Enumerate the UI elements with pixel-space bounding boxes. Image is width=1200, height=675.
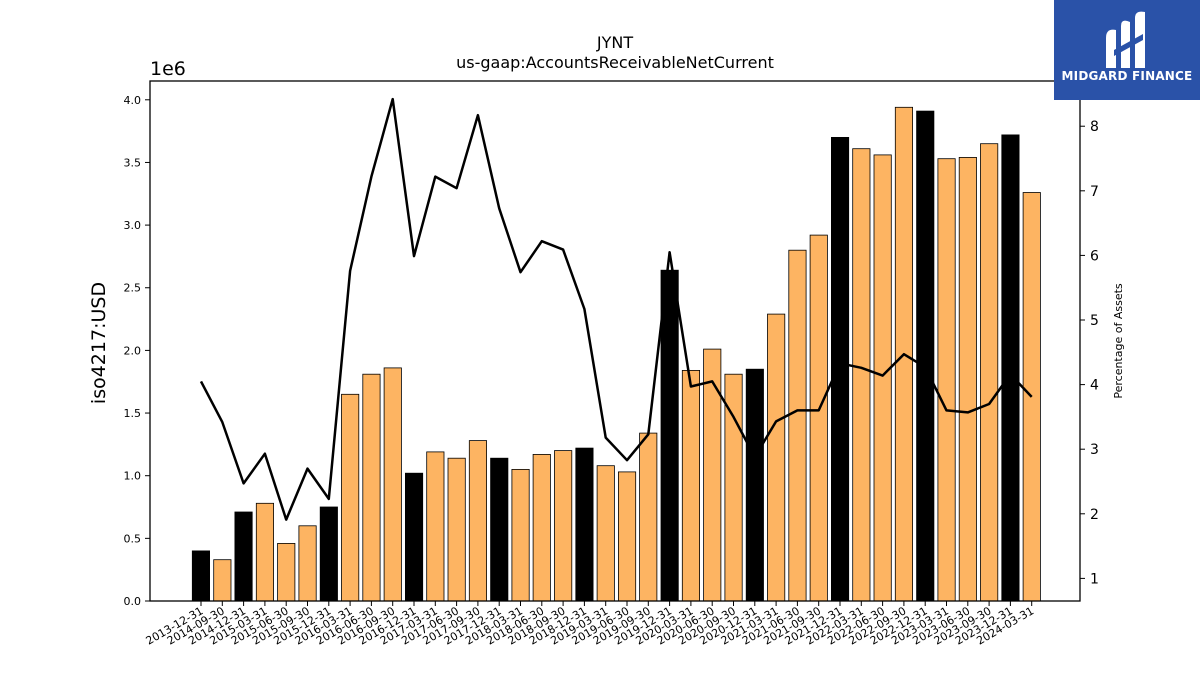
y2-axis-label: Percentage of Assets <box>1112 283 1125 399</box>
bar <box>468 440 487 602</box>
bar <box>809 234 828 602</box>
bars <box>191 106 1041 602</box>
bar <box>937 158 956 602</box>
y-offset-text: 1e6 <box>150 58 186 80</box>
bar <box>277 543 296 602</box>
axes: 0.00.51.01.52.02.53.03.54.0123456782013-… <box>124 80 1099 648</box>
brand-logo: MIDGARD FINANCE <box>1054 0 1200 100</box>
bar <box>1001 134 1020 602</box>
bar <box>703 348 722 602</box>
bar <box>298 525 317 602</box>
bar <box>831 136 850 602</box>
bar <box>618 471 637 602</box>
y-tick-label: 2.5 <box>124 282 142 295</box>
bar <box>490 457 509 602</box>
y2-tick-label: 3 <box>1090 442 1099 458</box>
y-axis-label: iso4217:USD <box>88 282 110 404</box>
bar <box>532 453 551 602</box>
bar <box>660 269 679 602</box>
bar <box>447 457 466 602</box>
bar <box>575 447 594 602</box>
bar <box>958 156 977 602</box>
bar <box>341 393 360 602</box>
bar <box>404 472 424 602</box>
midgard-logo-icon <box>1106 11 1145 69</box>
bar <box>426 451 445 602</box>
y2-tick-label: 1 <box>1090 571 1099 587</box>
y2-tick-label: 5 <box>1090 313 1099 329</box>
y-tick-label: 2.0 <box>124 344 142 357</box>
bar <box>916 110 935 602</box>
bar <box>745 368 764 602</box>
bar <box>596 465 615 602</box>
y-tick-label: 1.0 <box>124 470 142 483</box>
y-tick-label: 1.5 <box>124 407 142 420</box>
bar <box>681 369 700 602</box>
y2-tick-label: 2 <box>1090 507 1099 523</box>
bar <box>362 373 381 602</box>
bar <box>234 511 253 602</box>
bar <box>852 148 871 602</box>
bar <box>788 249 807 602</box>
bar <box>319 506 338 602</box>
bar <box>767 313 786 602</box>
bar <box>213 559 232 602</box>
bar <box>873 154 892 602</box>
plot-frame <box>149 80 1081 602</box>
y-tick-label: 4.0 <box>124 94 142 107</box>
bar <box>191 550 211 602</box>
y2-tick-label: 4 <box>1090 378 1099 394</box>
y-tick-label: 3.5 <box>124 156 142 169</box>
y-tick-label: 0.0 <box>124 595 142 608</box>
line-group <box>199 97 1033 521</box>
bar <box>255 502 274 602</box>
bar <box>383 367 402 602</box>
bar <box>554 450 573 602</box>
percentage-line <box>199 97 1033 521</box>
y2-tick-label: 8 <box>1090 119 1099 135</box>
bar <box>511 468 530 602</box>
bar <box>639 432 658 602</box>
y-tick-label: 3.0 <box>124 219 142 232</box>
chart-subtitle: us-gaap:AccountsReceivableNetCurrent <box>456 53 774 72</box>
chart-title: JYNT <box>596 33 633 52</box>
bar <box>980 143 999 602</box>
brand-name: MIDGARD FINANCE <box>1061 69 1193 83</box>
y2-tick-label: 7 <box>1090 184 1099 200</box>
y-tick-label: 0.5 <box>124 532 142 545</box>
y2-tick-label: 6 <box>1090 248 1099 264</box>
